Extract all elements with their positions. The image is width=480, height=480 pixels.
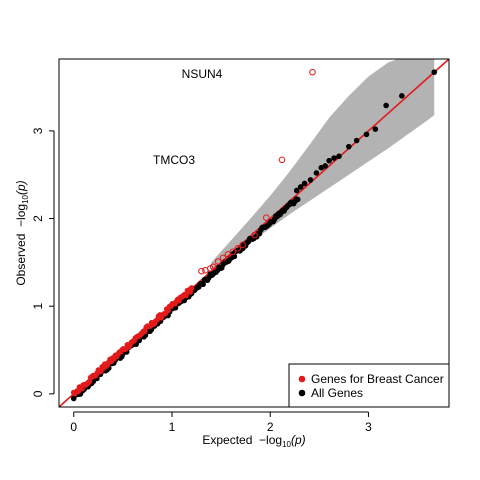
- x-axis: 0 1 2 3: [70, 411, 372, 434]
- y-axis-label: Observed −log10(p): [14, 180, 30, 285]
- legend-marker-breast-cancer: [298, 375, 306, 383]
- annotation-tmco3: TMCO3: [153, 153, 195, 167]
- y-axis-label-subscript: 10: [21, 194, 30, 203]
- point-all-genes: [353, 137, 360, 144]
- point-breast-cancer: [188, 285, 195, 291]
- point-all-genes: [345, 143, 352, 150]
- point-all-genes: [294, 196, 301, 203]
- x-tick-label: 2: [267, 420, 274, 434]
- x-axis-label: Expected −log10(p): [202, 433, 305, 449]
- x-axis-label-subscript: 10: [282, 440, 291, 449]
- x-axis-label-argument: (p): [291, 433, 306, 447]
- point-breast-cancer-open: [234, 245, 242, 252]
- point-all-genes: [331, 155, 337, 161]
- point-breast-cancer-open: [224, 251, 232, 258]
- point-all-genes: [200, 281, 206, 288]
- point-breast-cancer-open: [198, 267, 205, 275]
- point-all-genes: [301, 180, 308, 187]
- x-tick-label: 1: [169, 420, 176, 434]
- point-all-genes: [297, 184, 304, 190]
- y-axis-label-prefix: Observed: [14, 227, 28, 286]
- point-breast-cancer-open: [251, 231, 258, 239]
- y-axis-label-log: −log: [14, 204, 28, 227]
- legend: Genes for Breast Cancer All Genes: [288, 363, 450, 408]
- point-breast-cancer-open: [229, 248, 237, 256]
- y-tick-label: 0: [31, 390, 45, 397]
- point-breast-cancer: [183, 292, 189, 299]
- point-all-genes: [293, 187, 300, 194]
- point-all-genes: [336, 153, 342, 160]
- x-tick-label: 0: [70, 420, 77, 434]
- y-tick-label: 3: [31, 127, 45, 134]
- plot-frame: [58, 58, 450, 408]
- point-all-genes: [372, 126, 379, 132]
- legend-box: [288, 363, 450, 408]
- legend-label-breast-cancer: Genes for Breast Cancer: [311, 372, 444, 386]
- point-all-genes: [172, 304, 179, 311]
- point-breast-cancer-open: [219, 254, 227, 262]
- legend-label-all-genes: All Genes: [311, 386, 363, 400]
- point-all-genes: [383, 102, 389, 109]
- x-axis-label-log: −log: [259, 433, 282, 447]
- y-axis: 0 1 2 3: [31, 127, 55, 397]
- point-breast-cancer-open: [239, 241, 247, 249]
- point-all-genes: [307, 177, 314, 183]
- point-all-genes: [313, 170, 320, 176]
- point-all-genes: [326, 157, 332, 164]
- points-layer: [70, 68, 438, 402]
- point-breast-cancer-open: [278, 156, 286, 164]
- point-breast-cancer-open: [209, 263, 217, 271]
- point-breast-cancer-open: [309, 68, 316, 76]
- annotation-nsun4: NSUN4: [182, 67, 223, 81]
- point-breast-cancer-open: [262, 214, 270, 221]
- y-axis-label-argument: (p): [14, 180, 28, 195]
- point-breast-cancer-open: [214, 258, 222, 265]
- x-tick-label: 3: [365, 420, 372, 434]
- point-all-genes: [399, 93, 405, 99]
- x-axis-label-prefix: Expected: [202, 433, 259, 447]
- point-all-genes: [322, 163, 329, 169]
- legend-marker-all-genes: [298, 389, 306, 397]
- y-tick-label: 1: [31, 303, 45, 310]
- point-all-genes: [363, 131, 370, 138]
- point-all-genes: [431, 69, 438, 75]
- y-tick-label: 2: [31, 215, 45, 222]
